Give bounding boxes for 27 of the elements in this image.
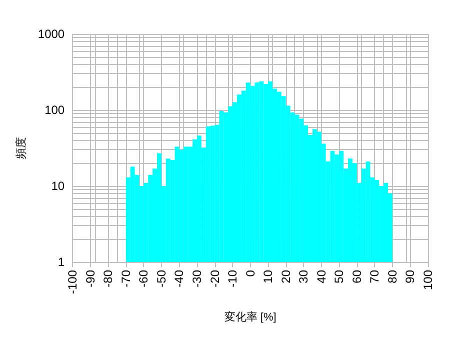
x-tick-label: 80 <box>385 270 400 284</box>
x-tick-label: 40 <box>314 270 328 284</box>
x-tick-label: -10 <box>226 270 240 288</box>
x-tick-label: -90 <box>83 270 98 288</box>
x-tick-label: 30 <box>296 270 311 284</box>
x-tick-label: -80 <box>101 270 116 288</box>
x-tick-label: -30 <box>190 270 204 288</box>
x-axis-title: 変化率 [%] <box>224 310 276 324</box>
x-tick-label: 10 <box>261 270 276 284</box>
x-tick-label: 90 <box>403 270 418 284</box>
y-tick-label: 1000 <box>38 27 65 41</box>
x-tick-label: -60 <box>136 270 151 288</box>
x-tick-label: -20 <box>208 270 222 288</box>
y-axis-title: 頻度 <box>14 137 28 159</box>
x-tick-label: -50 <box>154 270 168 288</box>
x-tick-label: 100 <box>421 270 435 290</box>
x-tick-label: -70 <box>118 270 133 288</box>
x-tick-label: 60 <box>350 270 364 284</box>
x-tick-label: 0 <box>243 270 258 277</box>
x-tick-label: -100 <box>66 270 80 294</box>
x-tick-label: -40 <box>172 270 186 288</box>
x-tick-label: 70 <box>368 270 382 284</box>
y-tick-label: 10 <box>51 179 65 193</box>
x-tick-label: 50 <box>332 270 346 284</box>
y-tick-label: 100 <box>44 103 65 117</box>
y-tick-label: 1 <box>58 255 65 269</box>
x-tick-label: 20 <box>278 270 293 284</box>
